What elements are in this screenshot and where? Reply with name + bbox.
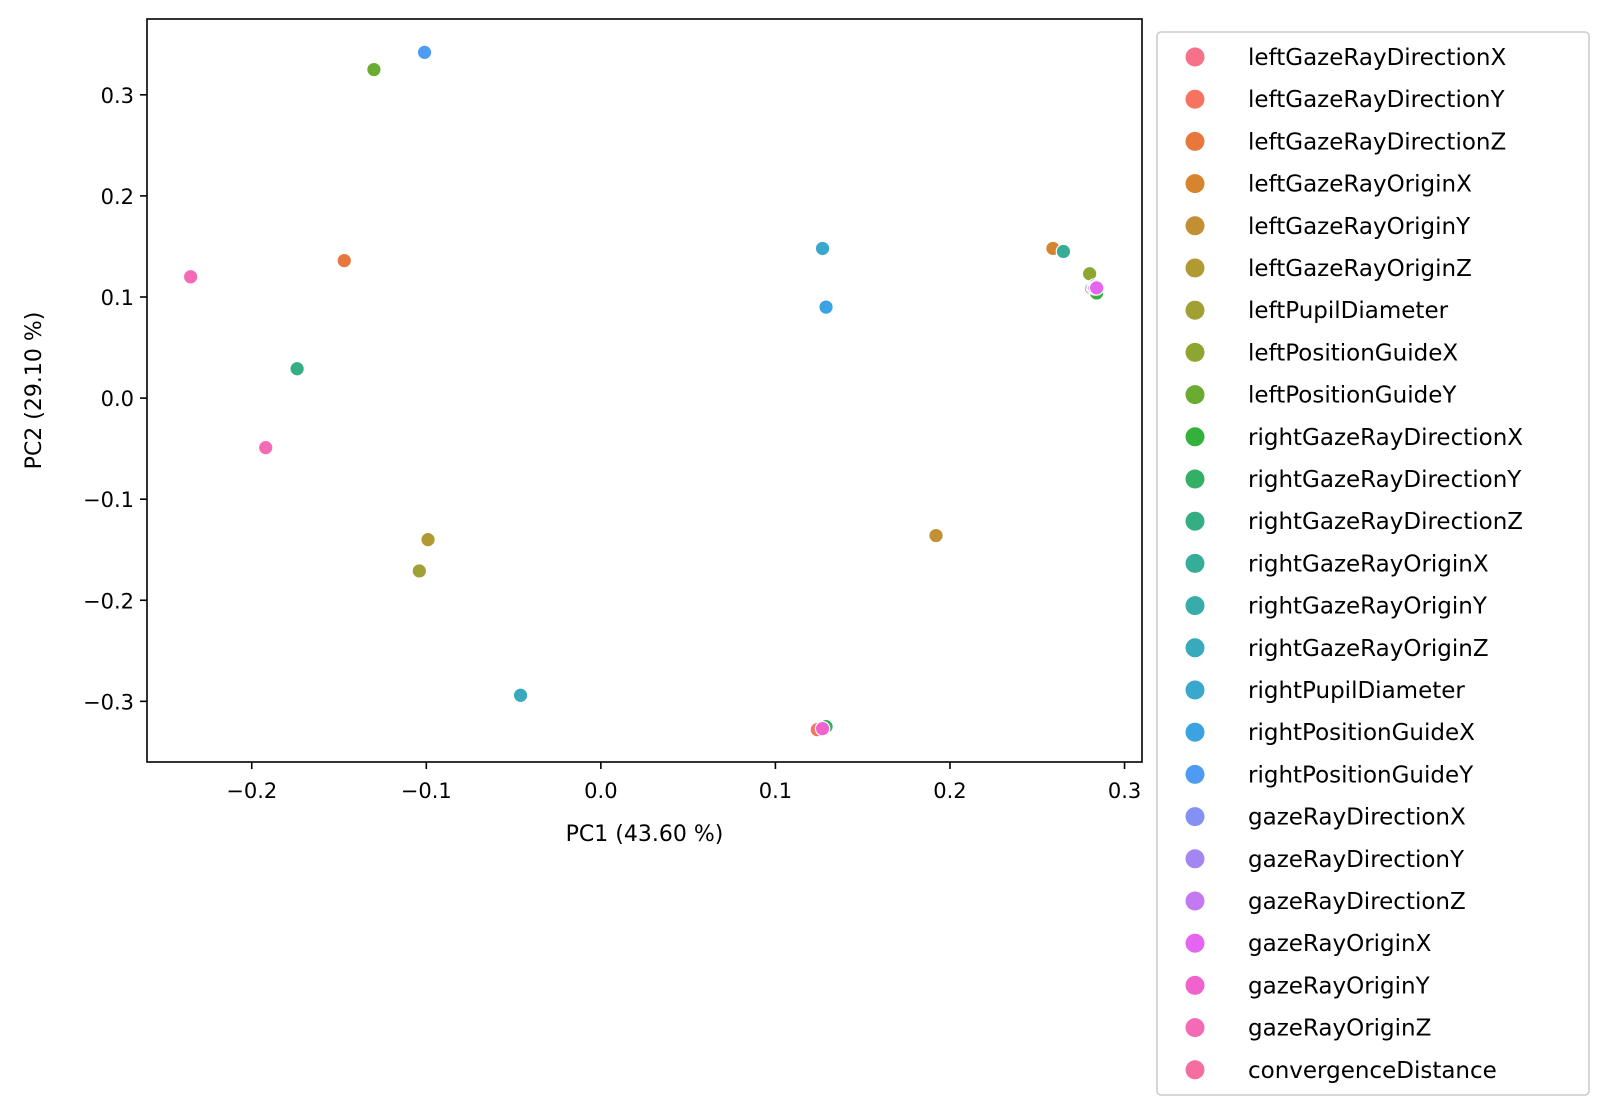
points-layer	[182, 44, 1105, 738]
legend-label: gazeRayOriginZ	[1248, 1016, 1431, 1042]
legend-items: leftGazeRayDirectionX leftGazeRayDirectio…	[1185, 45, 1523, 1084]
legend-marker	[1185, 933, 1205, 953]
legend-marker	[1185, 300, 1205, 320]
legend-label: gazeRayOriginY	[1248, 973, 1431, 999]
legend-marker	[1185, 764, 1205, 784]
x-tick-label: −0.2	[226, 779, 277, 803]
y-axis-label: PC2 (29.10 %)	[22, 312, 47, 470]
scatter-point	[1055, 243, 1072, 260]
scatter-point	[814, 720, 831, 737]
scatter-point	[366, 61, 382, 78]
scatter-point	[420, 531, 436, 548]
legend-label: leftGazeRayOriginZ	[1248, 256, 1472, 282]
legend-label: rightGazeRayDirectionX	[1248, 425, 1523, 451]
legend-label: rightGazeRayDirectionZ	[1248, 509, 1523, 535]
scatter-point	[928, 527, 944, 544]
scatter-point	[411, 563, 428, 579]
legend-label: leftPupilDiameter	[1248, 298, 1449, 324]
scatter-point	[289, 360, 305, 377]
y-tick-label: 0.2	[101, 185, 134, 209]
scatter-point	[336, 252, 353, 269]
legend-marker	[1185, 1018, 1205, 1038]
x-tick-label: 0.3	[1108, 779, 1141, 803]
y-tick-label: −0.2	[83, 589, 134, 613]
legend-label: rightPositionGuideX	[1248, 720, 1475, 746]
legend-marker	[1185, 638, 1205, 658]
scatter-point	[416, 44, 433, 61]
legend-marker	[1185, 89, 1205, 109]
legend-marker	[1185, 849, 1205, 869]
legend-label: rightGazeRayDirectionY	[1248, 467, 1522, 493]
legend-label: leftGazeRayDirectionZ	[1248, 129, 1506, 155]
y-axis-ticks: −0.3 −0.2 −0.1 0.0 0.1 0.2 0.3	[83, 84, 147, 714]
legend-marker	[1185, 807, 1205, 827]
legend-frame	[1156, 31, 1590, 1096]
legend-label: convergenceDistance	[1248, 1058, 1497, 1084]
legend-marker	[1185, 553, 1205, 573]
x-axis-label: PC1 (43.60 %)	[566, 822, 724, 847]
legend-label: leftPositionGuideY	[1248, 383, 1457, 409]
y-tick-label: −0.1	[83, 488, 134, 512]
legend-marker	[1185, 258, 1205, 278]
legend: leftGazeRayDirectionX leftGazeRayDirectio…	[1156, 31, 1590, 1096]
legend-marker	[1185, 47, 1205, 67]
legend-marker	[1185, 174, 1205, 194]
legend-marker	[1185, 216, 1205, 236]
legend-label: rightGazeRayOriginZ	[1248, 636, 1489, 662]
legend-marker	[1185, 891, 1205, 911]
legend-label: gazeRayDirectionY	[1248, 847, 1465, 873]
legend-label: leftGazeRayOriginY	[1248, 214, 1471, 240]
legend-marker	[1185, 975, 1205, 995]
x-tick-label: −0.1	[401, 779, 452, 803]
legend-label: rightGazeRayOriginX	[1248, 551, 1489, 577]
y-tick-label: 0.0	[101, 387, 134, 411]
legend-label: leftPositionGuideX	[1248, 340, 1458, 366]
x-tick-label: 0.0	[584, 779, 617, 803]
plot-area-frame	[146, 18, 1143, 763]
legend-label: leftGazeRayOriginX	[1248, 172, 1472, 198]
y-tick-label: −0.3	[83, 690, 134, 714]
scatter-point	[182, 268, 199, 285]
x-tick-label: 0.2	[933, 779, 966, 803]
legend-label: leftGazeRayDirectionX	[1248, 45, 1506, 71]
legend-marker	[1185, 722, 1205, 742]
x-axis-ticks: −0.2 −0.1 0.0 0.1 0.2 0.3	[226, 762, 1141, 803]
y-tick-label: 0.3	[101, 84, 134, 108]
legend-label: rightPupilDiameter	[1248, 678, 1465, 704]
legend-marker	[1185, 342, 1205, 362]
scatter-point	[512, 687, 529, 704]
scatter-point	[814, 240, 831, 257]
legend-label: rightGazeRayOriginY	[1248, 594, 1488, 620]
legend-label: leftGazeRayDirectionY	[1248, 87, 1505, 113]
legend-label: gazeRayDirectionX	[1248, 805, 1466, 831]
scatter-point	[818, 299, 834, 315]
legend-label: gazeRayDirectionZ	[1248, 889, 1466, 915]
legend-marker	[1185, 427, 1205, 447]
legend-label: gazeRayOriginX	[1248, 931, 1432, 957]
scatter-point	[1088, 280, 1105, 296]
legend-marker	[1185, 1060, 1205, 1080]
legend-marker	[1185, 469, 1205, 489]
legend-marker	[1185, 131, 1205, 151]
legend-marker	[1185, 385, 1205, 405]
scatter-point	[257, 439, 274, 456]
y-tick-label: 0.1	[101, 286, 134, 310]
legend-label: rightPositionGuideY	[1248, 762, 1474, 788]
legend-marker	[1185, 511, 1205, 531]
x-tick-label: 0.1	[759, 779, 792, 803]
legend-marker	[1185, 596, 1205, 616]
legend-marker	[1185, 680, 1205, 700]
